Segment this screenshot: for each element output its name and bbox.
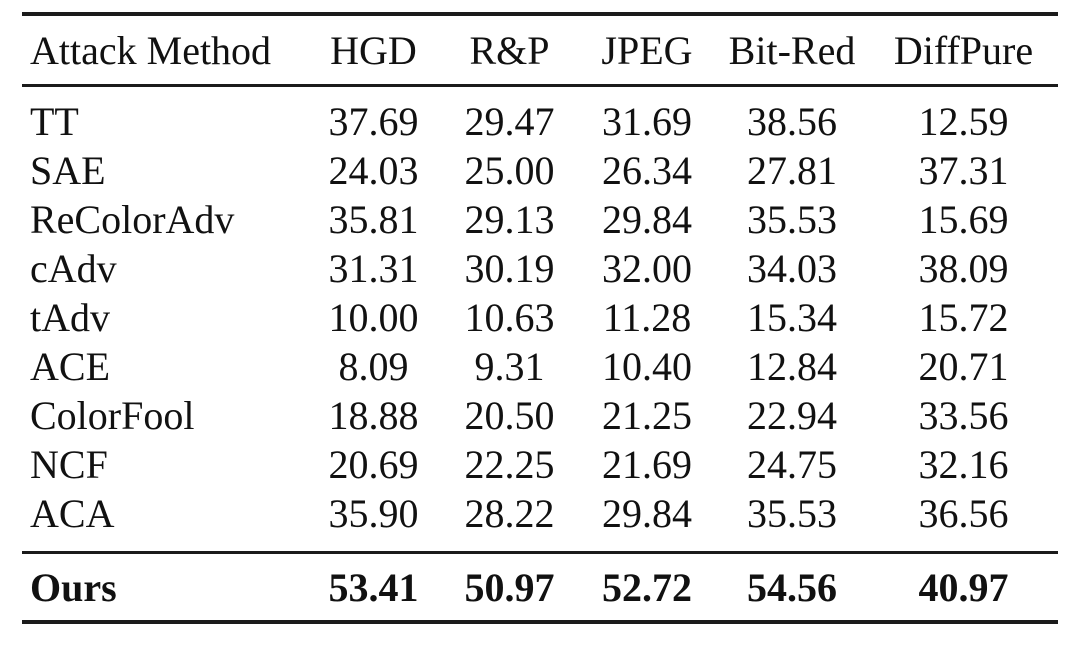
cell-value: 31.69	[602, 99, 692, 144]
cell-value: 10.63	[464, 295, 555, 340]
method-name: ReColorAdv	[30, 197, 235, 242]
cell-value: 50.97	[440, 551, 579, 622]
cell-value: 15.69	[918, 197, 1009, 242]
table-row-ours: Ours 53.41 50.97 52.72 54.56 40.97	[22, 551, 1058, 622]
cell-value: 26.34	[602, 148, 692, 193]
method-name: cAdv	[30, 246, 117, 291]
cell-value: 29.47	[464, 99, 555, 144]
method-name: ACE	[30, 344, 110, 389]
table-row-tadv: tAdv 10.00 10.63 11.28 15.34 15.72	[22, 293, 1058, 342]
cell-value: 32.16	[918, 442, 1009, 487]
cell-value: 29.84	[602, 197, 692, 242]
cell-value: 22.25	[464, 442, 555, 487]
cell-value: 10.40	[602, 344, 692, 389]
method-name: TT	[30, 99, 79, 144]
cell-value: 54.56	[715, 551, 869, 622]
table-row-cadv: cAdv 31.31 30.19 32.00 34.03 38.09	[22, 244, 1058, 293]
cell-value: 29.13	[464, 197, 555, 242]
cell-value: 34.03	[747, 246, 837, 291]
cell-value: 22.94	[747, 393, 837, 438]
cell-value: 20.69	[328, 442, 419, 487]
cell-value: 9.31	[474, 344, 545, 389]
column-header-diffpure: DiffPure	[869, 14, 1058, 87]
column-header-jpeg: JPEG	[579, 14, 715, 87]
attack-defense-results-table: Attack Method HGD R&P JPEG Bit-Red DiffP…	[22, 12, 1058, 624]
cell-value: 11.28	[602, 295, 692, 340]
table-row-sae: SAE 24.03 25.00 26.34 27.81 37.31	[22, 146, 1058, 195]
table-row-aca: ACA 35.90 28.22 29.84 35.53 36.56	[22, 489, 1058, 553]
cell-value: 35.53	[747, 491, 837, 536]
cell-value: 30.19	[464, 246, 555, 291]
table-row-recoloradv: ReColorAdv 35.81 29.13 29.84 35.53 15.69	[22, 195, 1058, 244]
cell-value: 24.75	[747, 442, 837, 487]
cell-value: 38.09	[918, 246, 1009, 291]
cell-value: 40.97	[869, 551, 1058, 622]
cell-value: 10.00	[328, 295, 419, 340]
method-name: Ours	[22, 551, 307, 622]
column-header-rp: R&P	[440, 14, 579, 87]
cell-value: 35.81	[328, 197, 419, 242]
table-row-colorfool: ColorFool 18.88 20.50 21.25 22.94 33.56	[22, 391, 1058, 440]
cell-value: 25.00	[464, 148, 555, 193]
cell-value: 18.88	[328, 393, 419, 438]
cell-value: 27.81	[747, 148, 837, 193]
cell-value: 15.72	[918, 295, 1009, 340]
method-name: ACA	[30, 491, 115, 536]
column-header-attack-method: Attack Method	[22, 14, 307, 87]
cell-value: 52.72	[579, 551, 715, 622]
column-header-hgd: HGD	[307, 14, 440, 87]
cell-value: 38.56	[747, 99, 837, 144]
cell-value: 37.69	[328, 99, 419, 144]
cell-value: 12.84	[747, 344, 837, 389]
cell-value: 37.31	[918, 148, 1009, 193]
column-header-bit-red: Bit-Red	[715, 14, 869, 87]
cell-value: 24.03	[328, 148, 419, 193]
method-name: SAE	[30, 148, 106, 193]
cell-value: 12.59	[918, 99, 1009, 144]
table-row-ace: ACE 8.09 9.31 10.40 12.84 20.71	[22, 342, 1058, 391]
cell-value: 35.90	[328, 491, 419, 536]
table-row-tt: TT 37.69 29.47 31.69 38.56 12.59	[22, 86, 1058, 147]
cell-value: 33.56	[918, 393, 1009, 438]
cell-value: 21.69	[602, 442, 692, 487]
cell-value: 21.25	[602, 393, 692, 438]
method-name: tAdv	[30, 295, 110, 340]
method-name: NCF	[30, 442, 108, 487]
cell-value: 36.56	[918, 491, 1009, 536]
cell-value: 8.09	[338, 344, 409, 389]
cell-value: 20.71	[918, 344, 1009, 389]
cell-value: 32.00	[602, 246, 692, 291]
cell-value: 29.84	[602, 491, 692, 536]
cell-value: 15.34	[747, 295, 837, 340]
method-name: ColorFool	[30, 393, 195, 438]
cell-value: 20.50	[464, 393, 555, 438]
cell-value: 53.41	[307, 551, 440, 622]
cell-value: 35.53	[747, 197, 837, 242]
header-row: Attack Method HGD R&P JPEG Bit-Red DiffP…	[22, 14, 1058, 87]
cell-value: 28.22	[464, 491, 555, 536]
cell-value: 31.31	[328, 246, 419, 291]
table-row-ncf: NCF 20.69 22.25 21.69 24.75 32.16	[22, 440, 1058, 489]
